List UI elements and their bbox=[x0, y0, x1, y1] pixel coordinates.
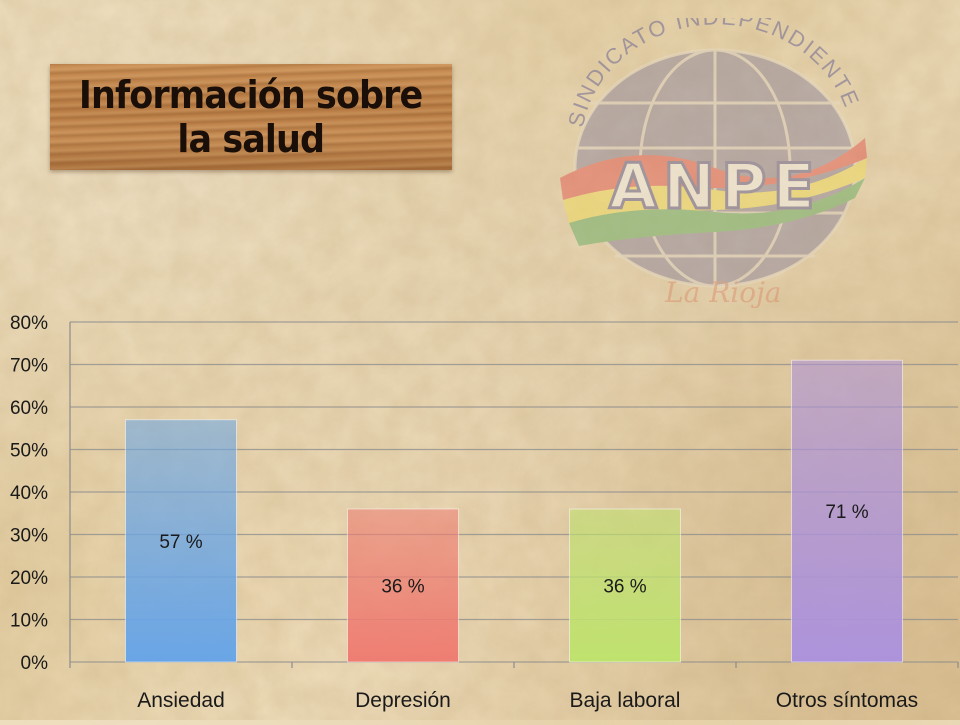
bar-3 bbox=[791, 359, 903, 663]
bar-chart-svg: 0% 10% 20% 30% 40% 50% 60% 70% 80% 57 % Ansiedad 36… bbox=[10, 313, 959, 712]
x-tick-label: Otros síntomas bbox=[776, 689, 918, 712]
y-tick-label: 20% bbox=[10, 568, 48, 589]
page-title-line-2: la salud bbox=[177, 117, 326, 161]
y-tick-label: 70% bbox=[10, 356, 48, 377]
flag-ribbon-icon bbox=[560, 138, 867, 246]
y-tick-label: 80% bbox=[10, 313, 48, 334]
y-tick-label: 40% bbox=[10, 483, 48, 504]
x-tick-label: Ansiedad bbox=[137, 689, 225, 712]
anpe-logo: SINDICATO INDEPENDIENTE ANPE La Rioja bbox=[560, 18, 867, 308]
data-label: 71 % bbox=[825, 502, 868, 523]
page-title-line-1: Información sobre bbox=[79, 73, 423, 117]
data-label: 36 % bbox=[603, 577, 646, 598]
bar-1 bbox=[347, 508, 459, 663]
logo-signature: La Rioja bbox=[664, 276, 781, 308]
x-tick-label: Baja laboral bbox=[570, 689, 681, 712]
y-tick-label: 60% bbox=[10, 398, 48, 419]
y-tick-label: 30% bbox=[10, 526, 48, 547]
title-plank: Información sobre la salud bbox=[50, 64, 452, 170]
x-tick-label: Depresión bbox=[355, 689, 451, 712]
bar-0 bbox=[125, 419, 237, 663]
data-label: 57 % bbox=[159, 532, 202, 553]
y-tick-label: 50% bbox=[10, 441, 48, 462]
bar-chart: 0% 10% 20% 30% 40% 50% 60% 70% 80% 57 % Ansiedad 36… bbox=[0, 300, 960, 720]
data-label: 36 % bbox=[381, 577, 424, 598]
y-tick-label: 0% bbox=[21, 653, 49, 674]
bar-2 bbox=[569, 508, 681, 663]
y-tick-label: 10% bbox=[10, 611, 48, 632]
logo-name: ANPE bbox=[609, 150, 821, 223]
